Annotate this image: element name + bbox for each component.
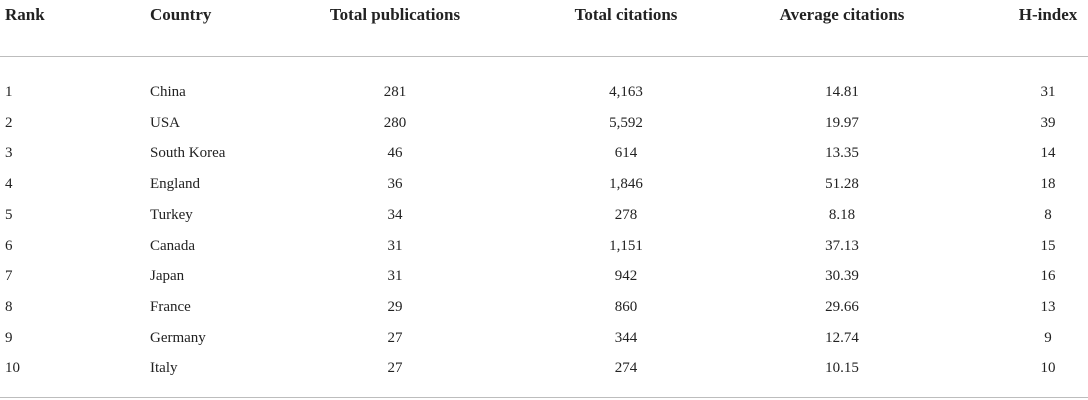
- table-cell: USA: [150, 114, 181, 131]
- table-cell: 344: [614, 329, 638, 346]
- table-cell: 15: [1040, 237, 1056, 254]
- table-cell: Japan: [150, 268, 185, 285]
- table-cell: Turkey: [150, 206, 193, 223]
- table-cell: 3: [5, 145, 13, 162]
- table-cell: 30.39: [825, 268, 859, 285]
- table-cell: 18: [1040, 176, 1056, 193]
- table-cell: 12.74: [825, 329, 859, 346]
- table-cell: 34: [387, 206, 403, 223]
- table-cell: China: [150, 84, 186, 100]
- table-cell: 1,846: [609, 176, 643, 193]
- table-cell: 14.81: [825, 84, 859, 100]
- column-header: Total publications: [329, 5, 461, 24]
- column-header: Total citations: [574, 5, 678, 24]
- table-cell: South Korea: [150, 145, 226, 162]
- table-cell: 10: [5, 360, 20, 377]
- table-cell: 8: [5, 298, 13, 315]
- table-cell: 9: [1044, 329, 1052, 346]
- table-cell: 10: [1040, 360, 1056, 377]
- table-cell: 2: [5, 114, 13, 131]
- table-cell: 31: [387, 237, 403, 254]
- table-cell: 4,163: [609, 84, 643, 100]
- table-cell: 46: [387, 145, 403, 162]
- table-cell: 5: [5, 206, 13, 223]
- table-cell: 13: [1040, 298, 1056, 315]
- table-cell: Germany: [150, 329, 206, 346]
- table-cell: Italy: [150, 360, 178, 377]
- table-cell: 10.15: [825, 360, 859, 377]
- table-cell: France: [150, 298, 191, 315]
- table-cell: 16: [1040, 268, 1056, 285]
- column-header: Country: [150, 5, 212, 24]
- table-cell: 19.97: [825, 114, 859, 131]
- table-cell: 8: [1044, 206, 1052, 223]
- table-cell: 7: [5, 268, 13, 285]
- bottom-rule: [0, 397, 1088, 398]
- table-cell: 280: [383, 114, 407, 131]
- table-cell: 4: [5, 176, 13, 193]
- table-cell: 281: [383, 84, 407, 100]
- table-cell: 6: [5, 237, 13, 254]
- table-cell: 614: [614, 145, 638, 162]
- table-cell: 29: [387, 298, 403, 315]
- table-cell: 9: [5, 329, 13, 346]
- table-cell: 31: [387, 268, 403, 285]
- table-cell: 14: [1040, 145, 1056, 162]
- table-cell: 942: [614, 268, 638, 285]
- column-header: Rank: [5, 5, 45, 24]
- table-cell: 278: [614, 206, 638, 223]
- table-cell: 1: [5, 84, 13, 100]
- table-cell: 36: [387, 176, 403, 193]
- column-header: Average citations: [779, 5, 905, 24]
- table-cell: 8.18: [828, 206, 856, 223]
- table-cell: 29.66: [825, 298, 859, 315]
- table-cell: Canada: [150, 237, 195, 254]
- table-cell: 39: [1040, 114, 1056, 131]
- table-cell: 37.13: [825, 237, 859, 254]
- table-cell: 27: [387, 329, 403, 346]
- column-header: H-index: [1018, 5, 1078, 24]
- table-cell: 13.35: [825, 145, 859, 162]
- table-cell: 51.28: [825, 176, 859, 193]
- table-cell: 31: [1040, 84, 1056, 100]
- header-rule: [0, 56, 1088, 57]
- table-cell: England: [150, 176, 200, 193]
- table-cell: 5,592: [609, 114, 643, 131]
- table-cell: 274: [614, 360, 638, 377]
- table-cell: 27: [387, 360, 403, 377]
- table-cell: 1,151: [609, 237, 643, 254]
- table-cell: 860: [614, 298, 638, 315]
